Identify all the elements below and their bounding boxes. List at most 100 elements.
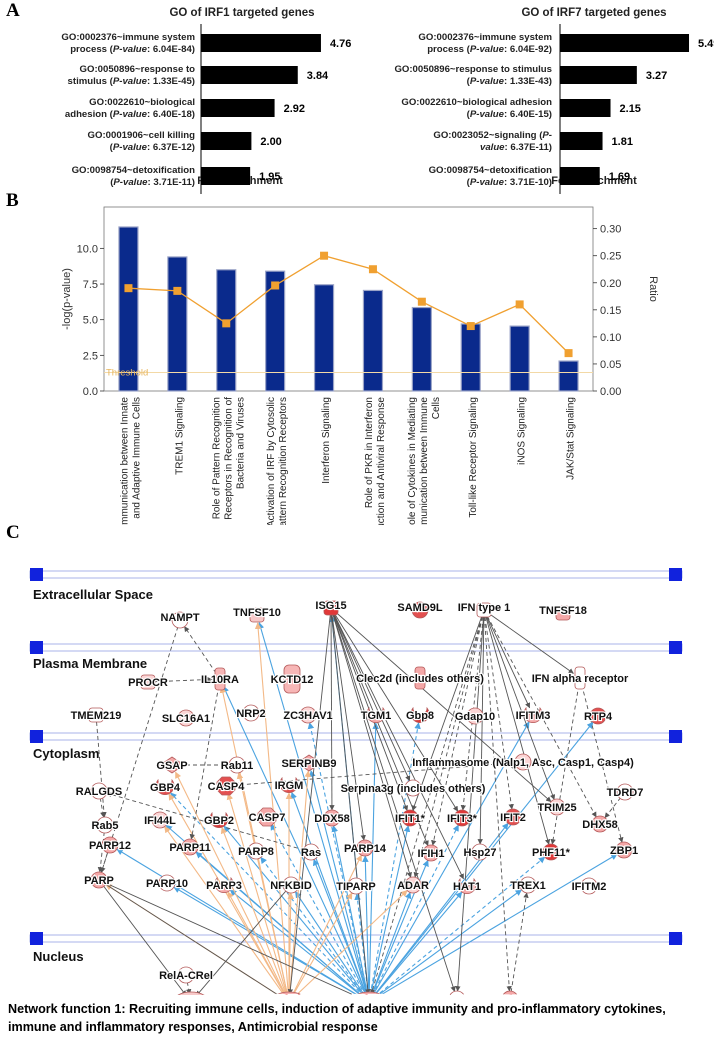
go-bar — [201, 34, 321, 52]
pathway-bar — [362, 289, 384, 392]
right-tick-label: 0.30 — [600, 224, 621, 236]
ratio-point — [173, 286, 182, 295]
gene-node: IFIT1* — [394, 809, 427, 827]
gene-node: PARP — [83, 871, 115, 889]
panel-a-letter: A — [6, 0, 20, 21]
gene-node-label: TRIM25 — [537, 802, 576, 814]
gene-node: ADAR — [396, 876, 430, 894]
gene-node: IL10RA — [200, 667, 240, 691]
go-term-label: GO:0050896~response to stimulus — [394, 64, 552, 75]
gene-node-label: IFI44L — [144, 815, 176, 827]
right-tick-label: 0.25 — [600, 251, 621, 263]
gene-node-label: IFIT1* — [395, 813, 426, 825]
go-bar — [560, 34, 690, 52]
gene-node-label: GBP4 — [150, 782, 181, 794]
gene-node-label: SLC16A1 — [162, 713, 210, 725]
gene-node-label: PARP14 — [344, 843, 387, 855]
network-edge — [116, 848, 359, 995]
category-label: iNOS Signaling — [517, 397, 528, 465]
network-edge — [477, 609, 485, 845]
ratio-point — [320, 251, 329, 260]
go-term-pvalue: process (P-value: 6.04E-84) — [70, 44, 195, 55]
gene-node: PARP10 — [145, 874, 189, 892]
gene-node: HAT1 — [452, 877, 482, 894]
network-edge — [330, 607, 464, 880]
gene-node-label: NRP2 — [236, 708, 265, 720]
gene-node-label: ISGF3 — [441, 994, 473, 995]
gene-node: RELA — [172, 991, 210, 995]
go-chart-title: GO of IRF1 targeted genes — [169, 7, 314, 19]
right-tick-label: 0.10 — [600, 332, 621, 344]
gene-node-label: IRF1 — [272, 993, 307, 995]
network-edge — [312, 858, 367, 995]
gene-node-label: RALGDS — [76, 786, 122, 798]
network-edge — [98, 790, 106, 818]
gene-node: TIPARP — [335, 877, 377, 895]
left-tick-label: 2.5 — [83, 350, 98, 362]
network-edge — [329, 607, 335, 811]
network-edge — [100, 619, 181, 873]
gene-node: IRF7 — [351, 991, 388, 995]
gene-node: GBP2 — [203, 811, 235, 828]
network-edge — [98, 879, 187, 995]
network-edge — [373, 721, 594, 995]
gene-node-label: NAMPT — [160, 612, 199, 624]
gene-node: IFN alpha receptor — [531, 666, 630, 690]
category-label: Role of Pattern RecognitionReceptors in … — [211, 397, 246, 520]
compartment-handle — [30, 641, 43, 654]
network-edge — [579, 677, 624, 843]
gene-node: Gdap10 — [454, 707, 496, 725]
network-edge — [236, 772, 289, 995]
left-tick-label: 0.0 — [83, 386, 98, 398]
go-bar-value: 1.95 — [259, 171, 280, 183]
gene-node: Serpina3g (includes others) — [339, 779, 487, 797]
go-bar — [560, 167, 600, 185]
compartment-label: Extracellular Space — [33, 587, 153, 602]
gene-node-label: ADAR — [397, 880, 429, 892]
network-edge — [330, 607, 371, 995]
canonical-pathway-chart: 0.0 2.5 5.0 7.5 10.0 0.00 0.05 0.10 0.15 0.20 0.25… — [61, 206, 659, 525]
gene-node: ISGF3 — [440, 990, 474, 995]
gene-node: PARP11 — [168, 838, 212, 856]
gene-node-label: IFIH1 — [418, 848, 445, 860]
go-term-label: GO:0002376~immune system — [418, 32, 552, 43]
network-edges — [95, 607, 626, 995]
network-edge — [309, 770, 368, 995]
ratio-point — [368, 265, 377, 274]
gene-node-label: PARP12 — [89, 840, 131, 852]
go-bar — [201, 167, 251, 185]
gene-node: IFITM2 — [570, 877, 608, 895]
gene-node: IRF — [500, 990, 520, 995]
network-edge — [287, 892, 295, 995]
gene-node-label: TDRD7 — [607, 787, 644, 799]
compartment-label: Cytoplasm — [33, 746, 99, 761]
network-edge — [483, 609, 556, 801]
category-label: Role of Cytokines in MediatingCommunicat… — [407, 397, 442, 525]
network-edge — [170, 792, 364, 995]
gene-node-label: RELA — [173, 994, 209, 995]
category-label: JAK/Stat Signaling — [566, 397, 577, 480]
network-edge — [220, 826, 287, 995]
gene-node: SERPINB9 — [280, 754, 338, 772]
gene-node: PROCR — [127, 674, 169, 690]
network-edge — [379, 853, 618, 995]
gene-node: TNFSF18 — [538, 604, 588, 621]
gene-node: IFN type 1 — [457, 601, 511, 618]
pathway-bar — [313, 284, 335, 392]
network-edge — [270, 823, 366, 995]
gene-node-label: PROCR — [128, 677, 168, 689]
gene-node-label: TNFSF10 — [233, 607, 281, 619]
go-bar-value: 2.00 — [260, 136, 281, 148]
compartment-handle — [30, 568, 43, 581]
network-edge — [374, 891, 463, 995]
ratio-line — [128, 255, 570, 354]
gene-node: TMEM219 — [70, 707, 122, 723]
go-bar-value: 1.81 — [612, 136, 633, 148]
gene-node: Rab5 — [90, 816, 120, 834]
network-edge — [372, 721, 530, 995]
panel-b-letter: B — [6, 190, 19, 211]
gene-node: IFIT2 — [499, 808, 527, 826]
go-term-pvalue: value: 6.37E-11) — [480, 142, 552, 153]
gene-node-label: TREX1 — [510, 880, 545, 892]
network-edge — [483, 609, 574, 674]
